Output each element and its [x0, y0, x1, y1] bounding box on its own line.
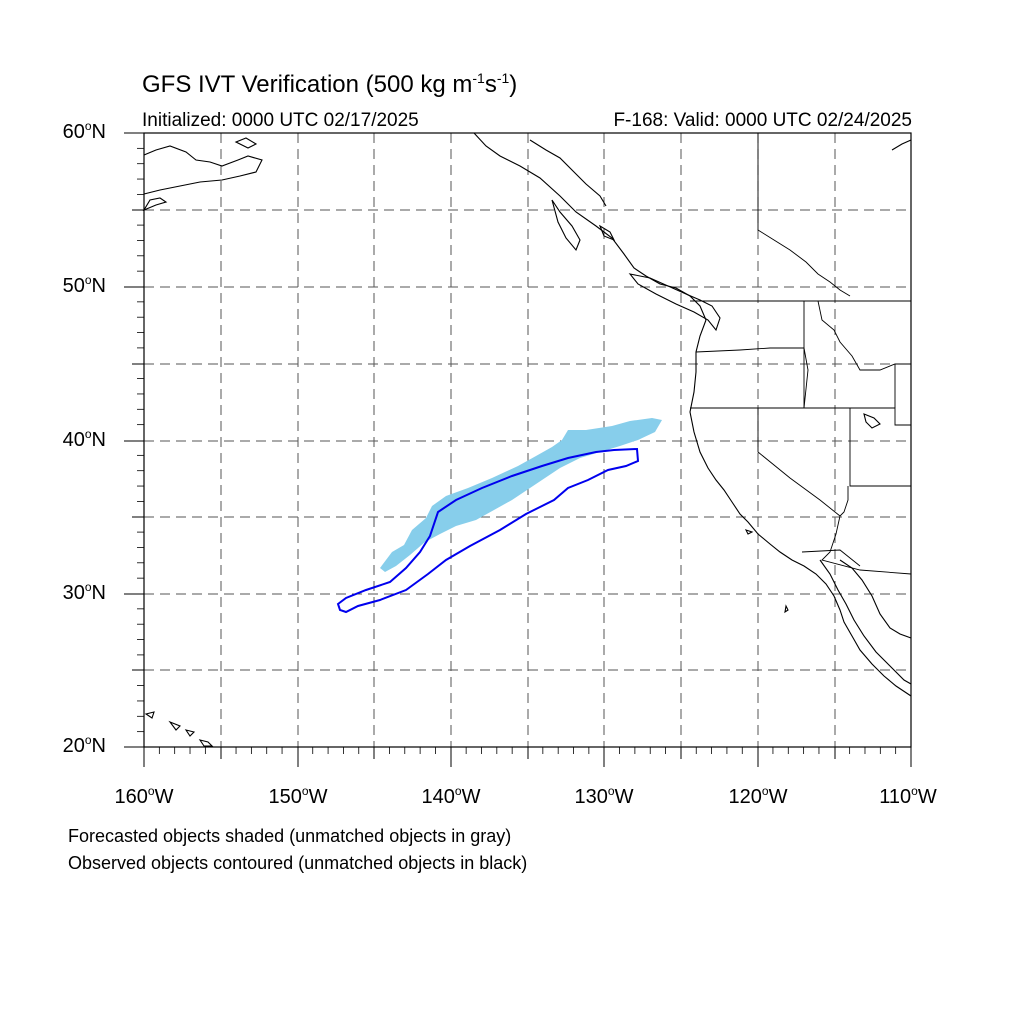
valid-time-label: F-168: Valid: 0000 UTC 02/24/2025: [613, 110, 912, 131]
lon-label-110: 110oW: [879, 784, 937, 808]
lon-label-160: 160oW: [114, 784, 174, 808]
lon-label-150: 150oW: [268, 784, 328, 808]
coastlines: [142, 132, 912, 747]
axis-ticks: [124, 132, 912, 767]
legend-forecast-note: Forecasted objects shaded (unmatched obj…: [68, 826, 512, 846]
forecast-ivt-object: [380, 418, 662, 572]
lat-label-20: 20oN: [62, 733, 106, 757]
observed-ivt-object: [336, 447, 640, 614]
legend-observed-note: Observed objects contoured (unmatched ob…: [68, 853, 528, 873]
chart-title: GFS IVT Verification (500 kg m-1s-1): [142, 70, 518, 98]
minor-ticks: [137, 147, 897, 754]
lon-label-140: 140oW: [421, 784, 481, 808]
initialized-label: Initialized: 0000 UTC 02/17/2025: [142, 110, 419, 131]
lon-label-120: 120oW: [728, 784, 788, 808]
lat-label-60: 60oN: [62, 119, 106, 143]
lat-label-30: 30oN: [62, 580, 106, 604]
lat-label-40: 40oN: [62, 427, 106, 451]
lat-label-50: 50oN: [62, 273, 106, 297]
lon-label-130: 130oW: [574, 784, 634, 808]
political-borders: [690, 133, 912, 575]
gridlines: [144, 133, 911, 747]
